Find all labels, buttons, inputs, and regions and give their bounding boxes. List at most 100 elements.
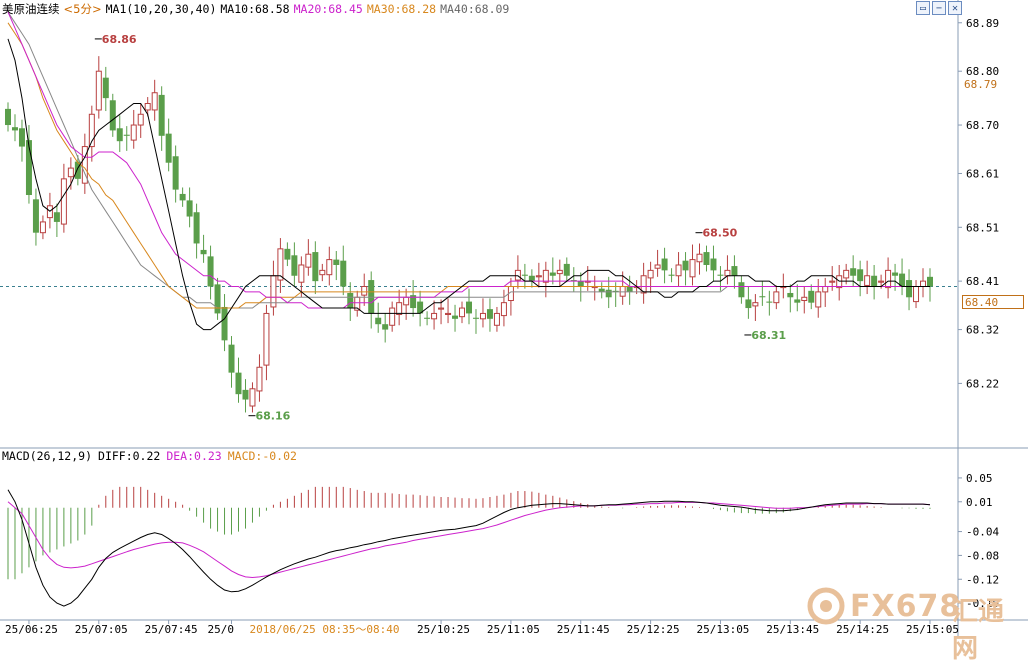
minimize-icon[interactable]: − xyxy=(932,1,946,15)
candle-body-down xyxy=(291,255,298,276)
time-tick-label: 25/07:05 xyxy=(75,623,128,636)
ma-indicator-label[interactable]: MA1(10,20,30,40) xyxy=(105,2,217,16)
candle-body-up xyxy=(389,307,396,326)
candle-body-up xyxy=(829,280,836,283)
candle-body-down xyxy=(577,281,584,287)
chart-stage: 68.89 68.80 68.70 68.61 68.51 68.41 68.32 68.22… xyxy=(0,0,1028,638)
candle-body-up xyxy=(920,280,927,288)
ma30-value: MA30:68.28 xyxy=(366,2,437,16)
time-tick-label: 25/07:45 xyxy=(145,623,198,636)
candle-body-up xyxy=(619,286,626,297)
candle-body-down xyxy=(200,249,207,255)
diff-line xyxy=(7,489,931,607)
candle-body-down xyxy=(102,77,109,99)
candle-body-up xyxy=(752,302,759,307)
ma30-line xyxy=(7,22,930,309)
price-tick-label: 68.22 xyxy=(966,377,999,390)
candle-body-up xyxy=(305,253,312,268)
candle-body-up xyxy=(137,113,144,126)
candle-body-down xyxy=(759,296,766,298)
candle-body-up xyxy=(81,146,88,184)
candle-body-down xyxy=(116,128,123,142)
candle-body-down xyxy=(53,212,60,222)
watermark-text: FX678 xyxy=(850,589,962,624)
candle-body-down xyxy=(857,269,864,282)
time-tick-label: 25/11:45 xyxy=(557,623,610,636)
candle-body-down xyxy=(214,284,221,314)
candle-body-up xyxy=(885,269,892,289)
candle-body-down xyxy=(521,274,528,276)
candle-body-down xyxy=(32,199,39,233)
candle-body-down xyxy=(528,275,535,282)
candle-body-down xyxy=(452,315,459,319)
candle-body-down xyxy=(738,282,745,298)
candle-body-up xyxy=(689,259,696,278)
candle-body-up xyxy=(556,269,563,275)
candle-body-down xyxy=(11,127,18,131)
candle-body-down xyxy=(766,301,773,303)
extreme-price-label: 68.16 xyxy=(255,410,290,423)
candle-body-down xyxy=(563,263,570,276)
ma40-value: MA40:68.09 xyxy=(440,2,510,16)
candle-body-down xyxy=(235,372,242,395)
price-tick-label: 68.80 xyxy=(966,65,999,78)
candle-body-up xyxy=(130,124,137,141)
candle-body-up xyxy=(675,264,682,277)
candle-body-down xyxy=(74,161,81,179)
candle-body-up xyxy=(60,178,67,225)
price-tick-label: 68.32 xyxy=(966,324,999,337)
ma10-line xyxy=(7,38,930,331)
macd-indicator-label[interactable]: MACD(26,12,9) xyxy=(2,449,93,463)
candle-body-down xyxy=(368,280,375,314)
candle-body-down xyxy=(466,301,472,314)
price-tick-label: 68.41 xyxy=(966,275,999,288)
candle-body-up xyxy=(815,291,822,308)
candle-body-down xyxy=(787,292,794,298)
candle-body-up xyxy=(459,307,466,318)
candle-body-down xyxy=(472,317,479,319)
macd-tick-label: -0.12 xyxy=(966,573,999,586)
candle-body-up xyxy=(654,264,661,269)
candle-body-down xyxy=(221,306,228,341)
candle-body-up xyxy=(542,269,549,283)
candle-body-down xyxy=(165,133,172,163)
macd-diff-value: DIFF:0.22 xyxy=(98,449,161,463)
macd-value: MACD:-0.02 xyxy=(227,449,297,463)
period-label[interactable]: <5分> xyxy=(63,2,102,16)
candle-body-down xyxy=(626,286,633,292)
candle-body-up xyxy=(67,167,74,178)
candle-body-down xyxy=(382,324,389,330)
current-price-label: 68.79 xyxy=(964,78,998,91)
candle-body-down xyxy=(25,140,32,196)
candle-body-up xyxy=(724,269,731,277)
session-time-label: 2018/06/25 08:35～08:40 xyxy=(249,623,399,636)
candle-body-down xyxy=(179,193,186,201)
candle-body-up xyxy=(263,312,270,366)
candle-body-down xyxy=(731,266,738,276)
window-restore-icon[interactable]: ▭ xyxy=(916,1,930,15)
candle-body-up xyxy=(843,269,850,279)
dea-line xyxy=(7,501,931,579)
candle-body-up xyxy=(151,92,158,111)
candle-body-up xyxy=(647,269,654,279)
candle-body-up xyxy=(298,264,305,283)
candle-body-down xyxy=(424,317,431,319)
candle-body-down xyxy=(18,128,25,147)
candle-body-down xyxy=(193,212,200,244)
candle-body-down xyxy=(598,288,605,292)
close-icon[interactable]: ✕ xyxy=(948,1,962,15)
candle-body-up xyxy=(445,312,452,316)
candle-body-down xyxy=(570,280,577,282)
candle-body-down xyxy=(242,389,249,400)
candle-body-down xyxy=(906,280,913,298)
candle-body-down xyxy=(123,134,130,136)
candle-body-down xyxy=(717,274,724,276)
candle-body-down xyxy=(710,258,717,271)
watermark-subtext: 汇通网 xyxy=(952,597,1005,664)
candle-body-up xyxy=(514,269,521,281)
candle-body-up xyxy=(326,259,333,276)
candle-body-up xyxy=(493,312,500,326)
candle-body-down xyxy=(410,295,417,309)
macd-tick-label: -0.04 xyxy=(966,526,999,539)
chart-svg: 68.89 68.80 68.70 68.61 68.51 68.41 68.32 68.22… xyxy=(0,0,1028,638)
